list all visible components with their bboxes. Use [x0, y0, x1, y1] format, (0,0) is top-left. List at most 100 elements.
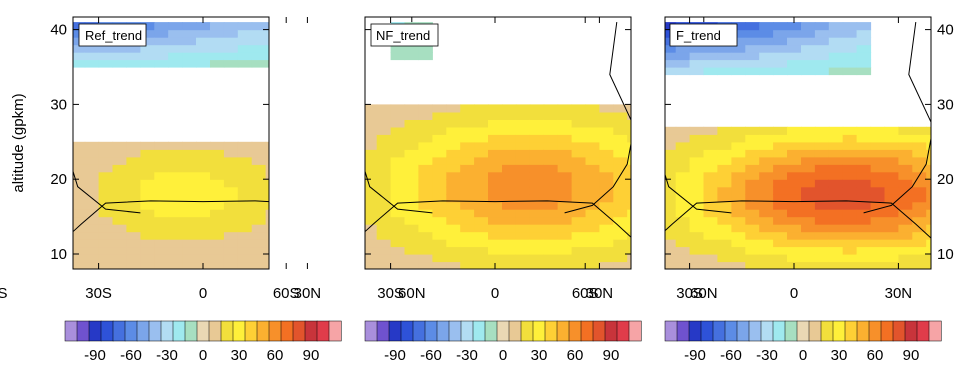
heatmap-cell	[488, 246, 503, 255]
heatmap-cell	[571, 194, 587, 203]
heatmap-cell	[717, 171, 732, 180]
heatmap-cell	[814, 246, 830, 255]
heatmap-cell	[571, 156, 587, 165]
heatmap-cell	[613, 186, 628, 195]
heatmap-cell	[418, 134, 433, 143]
heatmap-cell	[759, 141, 774, 150]
heatmap-cell	[126, 44, 141, 53]
heatmap-cell	[365, 134, 378, 143]
heatmap-cell	[73, 209, 86, 218]
heatmap-cell	[210, 141, 225, 150]
heatmap-cell	[349, 142, 364, 150]
heatmap-cell	[898, 224, 913, 233]
colorbar-swatch	[124, 320, 138, 342]
heatmap-cell	[884, 224, 899, 233]
heatmap-cell	[571, 231, 587, 240]
heatmap-cell	[599, 216, 614, 225]
heatmap-cell	[418, 156, 433, 165]
heatmap-cell	[717, 239, 732, 248]
heatmap-cell	[376, 246, 392, 255]
heatmap-cell	[168, 231, 183, 240]
heatmap-cell	[280, 187, 295, 195]
heatmap-cell	[940, 149, 955, 157]
heatmap-cell	[390, 231, 406, 240]
heatmap-cell	[870, 231, 886, 240]
heatmap-cell	[842, 59, 858, 68]
colorbar-swatch	[424, 320, 438, 342]
heatmap-cell	[884, 179, 899, 188]
heatmap-cell	[613, 104, 628, 113]
heatmap-cell	[98, 231, 114, 240]
heatmap-cell	[196, 209, 211, 218]
y-tick-label: 10	[937, 246, 954, 263]
heatmap-cell	[112, 59, 127, 68]
heatmap-cell	[801, 201, 816, 210]
heatmap-cell	[940, 142, 955, 150]
heatmap-cell	[665, 209, 677, 218]
heatmap-cell	[418, 201, 433, 210]
heatmap-cell	[390, 119, 406, 128]
heatmap-cell	[98, 156, 114, 165]
heatmap-cell	[689, 239, 705, 248]
panel-title: F_trend	[676, 28, 721, 43]
colorbar-swatch	[628, 320, 642, 342]
heatmap-cell	[515, 239, 531, 248]
heatmap-cell	[335, 254, 350, 262]
heatmap-cell	[842, 186, 858, 195]
heatmap-cell	[140, 254, 155, 263]
heatmap-cell	[390, 104, 406, 113]
heatmap-cell	[515, 104, 531, 113]
heatmap-cell	[543, 246, 559, 255]
heatmap-cell	[265, 59, 269, 68]
heatmap-cell	[557, 194, 573, 203]
colorbar-swatch	[364, 320, 378, 342]
colorbar-swatch	[460, 320, 474, 342]
heatmap-cell	[571, 224, 587, 233]
heatmap-cell	[321, 119, 336, 127]
heatmap-cell	[460, 201, 475, 210]
heatmap-cell	[376, 224, 392, 233]
heatmap-cell	[689, 164, 705, 173]
heatmap-cell	[98, 194, 114, 203]
heatmap-cell	[237, 246, 253, 255]
heatmap-cell	[294, 232, 309, 240]
heatmap-cell	[773, 171, 788, 180]
heatmap-cell	[376, 201, 392, 210]
heatmap-cell	[634, 247, 649, 255]
colorbar-swatch	[928, 320, 942, 342]
heatmap-cell	[759, 201, 774, 210]
heatmap-cell	[954, 142, 959, 150]
heatmap-cell	[210, 254, 225, 263]
heatmap-cell	[57, 194, 72, 202]
heatmap-cell	[585, 171, 600, 180]
heatmap-cell	[828, 29, 844, 38]
heatmap-cell	[557, 126, 573, 135]
x-tick-label: 30N	[885, 285, 913, 302]
heatmap-cell	[898, 171, 913, 180]
heatmap-cell	[759, 231, 774, 240]
heatmap-cell	[801, 246, 816, 255]
heatmap-cell	[717, 246, 732, 255]
heatmap-cell	[126, 149, 141, 158]
heatmap-cell	[759, 52, 774, 61]
heatmap-cell	[599, 201, 614, 210]
heatmap-cell	[641, 194, 656, 202]
heatmap-cell	[717, 52, 732, 61]
y-tick-label: 20	[50, 171, 67, 188]
heatmap-cell	[641, 127, 656, 135]
heatmap-cell	[599, 209, 614, 218]
heatmap-cell	[731, 37, 746, 46]
heatmap-cell	[627, 186, 631, 195]
heatmap-cell	[251, 171, 267, 180]
heatmap-cell	[571, 111, 587, 120]
heatmap-cell	[571, 239, 587, 248]
y-tick-label: 40	[50, 22, 67, 39]
heatmap-cell	[446, 239, 461, 248]
heatmap-cell	[773, 201, 788, 210]
heatmap-cell	[557, 171, 573, 180]
colorbar-tick-label: 60	[567, 347, 584, 364]
heatmap-cell	[349, 194, 364, 202]
heatmap-cell	[731, 194, 746, 203]
heatmap-cell	[84, 216, 100, 225]
